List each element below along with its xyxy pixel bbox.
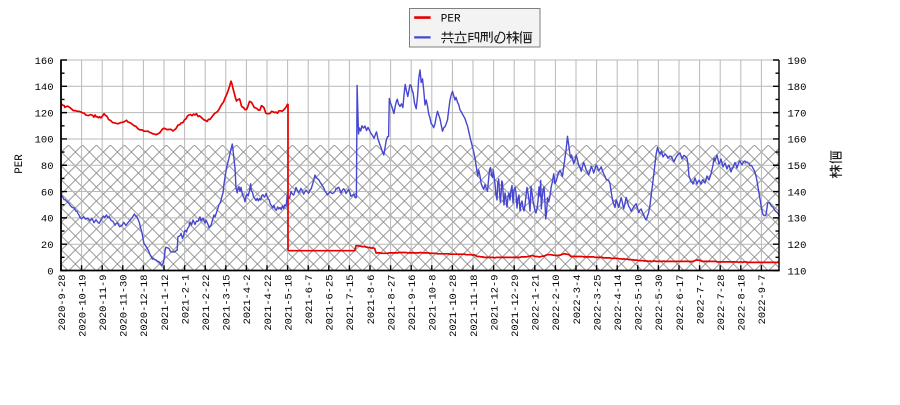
svg-text:2021-3-15: 2021-3-15 <box>222 275 234 331</box>
svg-text:PER: PER <box>441 13 461 25</box>
svg-text:2021-12-29: 2021-12-29 <box>510 275 522 337</box>
svg-text:120: 120 <box>35 108 54 120</box>
svg-text:60: 60 <box>41 187 54 199</box>
svg-text:2021-10-8: 2021-10-8 <box>428 275 440 331</box>
svg-text:2021-1-12: 2021-1-12 <box>160 275 172 331</box>
svg-text:2021-6-25: 2021-6-25 <box>325 275 337 331</box>
svg-text:2020-11-9: 2020-11-9 <box>98 275 110 331</box>
svg-text:180: 180 <box>788 82 807 94</box>
svg-text:2021-8-6: 2021-8-6 <box>366 275 378 325</box>
svg-text:0: 0 <box>47 266 53 278</box>
svg-text:2021-9-16: 2021-9-16 <box>407 275 419 331</box>
svg-text:2022-3-25: 2022-3-25 <box>592 275 604 331</box>
svg-text:2022-7-28: 2022-7-28 <box>716 275 728 331</box>
svg-text:2022-9-7: 2022-9-7 <box>757 275 769 325</box>
svg-text:120: 120 <box>788 240 807 252</box>
svg-text:100: 100 <box>35 135 54 147</box>
svg-text:150: 150 <box>788 161 807 173</box>
svg-text:2022-2-10: 2022-2-10 <box>551 275 563 331</box>
svg-text:80: 80 <box>41 161 54 173</box>
svg-text:2022-4-14: 2022-4-14 <box>613 275 625 331</box>
svg-text:2022-5-30: 2022-5-30 <box>654 275 666 331</box>
svg-text:2020-11-30: 2020-11-30 <box>119 275 131 337</box>
svg-text:2020-12-18: 2020-12-18 <box>139 275 151 337</box>
svg-text:130: 130 <box>788 214 807 226</box>
svg-text:2021-12-9: 2021-12-9 <box>489 275 501 331</box>
svg-text:2022-1-21: 2022-1-21 <box>531 275 543 331</box>
svg-text:2021-2-22: 2021-2-22 <box>201 275 213 331</box>
svg-text:2021-11-18: 2021-11-18 <box>469 275 481 337</box>
svg-text:2021-10-28: 2021-10-28 <box>448 275 460 337</box>
svg-text:2022-5-10: 2022-5-10 <box>634 275 646 331</box>
svg-text:160: 160 <box>35 56 54 68</box>
svg-text:40: 40 <box>41 214 54 226</box>
svg-text:2021-7-15: 2021-7-15 <box>345 275 357 331</box>
svg-text:2021-2-1: 2021-2-1 <box>180 275 192 325</box>
svg-text:20: 20 <box>41 240 54 252</box>
svg-text:2022-3-4: 2022-3-4 <box>572 275 584 325</box>
svg-text:2022-8-18: 2022-8-18 <box>737 275 749 331</box>
svg-text:2021-4-22: 2021-4-22 <box>263 275 275 331</box>
svg-text:2020-9-28: 2020-9-28 <box>57 275 69 331</box>
svg-text:2021-6-7: 2021-6-7 <box>304 275 316 325</box>
svg-text:2021-4-2: 2021-4-2 <box>242 275 254 325</box>
svg-text:160: 160 <box>788 135 807 147</box>
svg-text:140: 140 <box>788 187 807 199</box>
svg-text:2022-6-17: 2022-6-17 <box>675 275 687 331</box>
svg-text:140: 140 <box>35 82 54 94</box>
svg-text:2022-7-7: 2022-7-7 <box>695 275 707 325</box>
svg-text:110: 110 <box>788 266 807 278</box>
svg-text:2021-8-27: 2021-8-27 <box>386 275 398 331</box>
svg-text:2021-5-18: 2021-5-18 <box>283 275 295 331</box>
svg-text:PER: PER <box>14 154 26 174</box>
svg-text:170: 170 <box>788 108 807 120</box>
svg-text:190: 190 <box>788 56 807 68</box>
svg-text:2020-10-19: 2020-10-19 <box>77 275 89 337</box>
